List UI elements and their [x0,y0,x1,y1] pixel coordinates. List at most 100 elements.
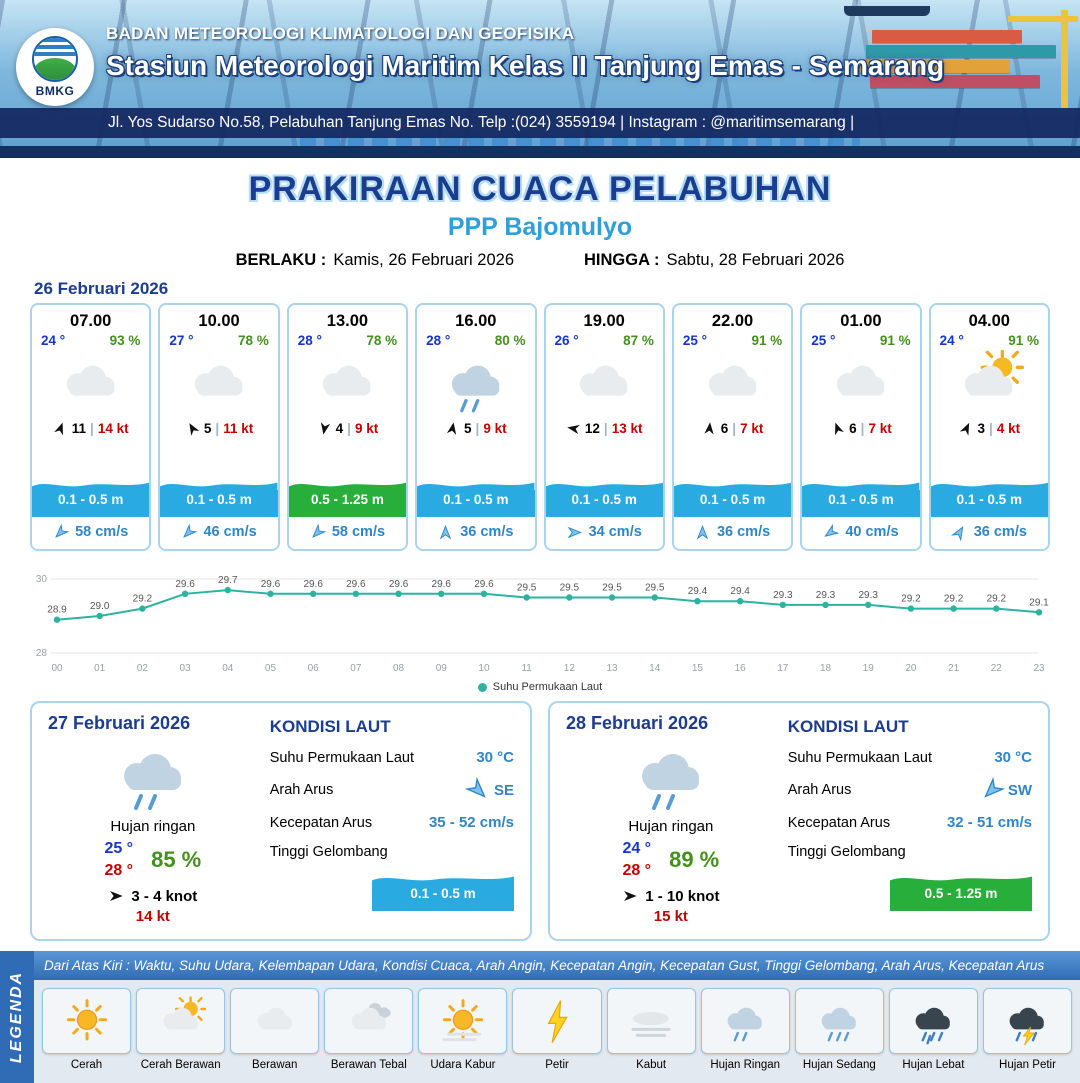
wave-height-badge: 0.1 - 0.5 m [372,873,514,911]
divider: | [989,421,993,436]
divider: | [90,421,94,436]
valid-until: HINGGA : Sabtu, 28 Februari 2026 [584,251,844,270]
wind-row: 6 | 7 kt [702,421,763,436]
temperature: 25 ° [811,333,836,348]
port-name: PPP Bajomulyo [447,213,633,241]
svg-text:29.2: 29.2 [987,594,1007,605]
wave-height: 0.1 - 0.5 m [699,492,766,507]
svg-text:29.1: 29.1 [1029,597,1049,608]
chart-legend: Suhu Permukaan Laut [20,681,1060,693]
title-section: PRAKIRAAN CUACA PELABUHAN PPP Bajomulyo … [0,158,1080,270]
wave-height-badge: 0.1 - 0.5 m [930,479,1048,517]
berlaku-value: Kamis, 26 Februari 2026 [333,251,514,269]
svg-text:23: 23 [1033,663,1045,674]
svg-text:29.2: 29.2 [944,594,964,605]
legend-weather-icon [715,995,775,1047]
current-speed: 58 cm/s [75,524,129,540]
legend-items-row: Cerah [34,979,1080,1083]
humidity: 78 % [366,333,398,348]
svg-text:29.5: 29.5 [645,583,665,594]
forecast-card: 19.00 26 ° 87 % [543,303,665,551]
container-illustration [866,45,1056,58]
svg-text:02: 02 [137,663,149,674]
current-direction-icon [438,524,453,540]
current-speed: 36 cm/s [716,524,771,540]
divider: | [215,421,220,436]
ship-illustration [844,6,930,16]
waiting-seats-illustration [300,135,860,146]
svg-text:29.4: 29.4 [688,586,708,597]
current-direction-icon [976,774,1007,805]
svg-text:19: 19 [863,663,875,674]
wave-icon [160,482,278,490]
wind-speed: 7 kt [868,421,892,436]
svg-text:29.2: 29.2 [133,594,153,605]
current-direction-icon [178,521,199,542]
forecast-card: 10.00 27 ° 78 % [158,303,280,551]
current-direction-icon [820,522,841,543]
legend-title: LEGENDA [8,970,26,1063]
day-date: 28 Februari 2026 [566,713,709,733]
svg-text:07: 07 [350,663,362,674]
legend-title-strip: LEGENDA [0,950,34,1083]
current-speed-value: 32 - 51 cm/s [946,814,1032,831]
condition-label: Hujan ringan [628,818,714,835]
weather-icon [48,349,134,419]
header-floor [0,146,1080,158]
wind-value: 4 [335,421,344,436]
current-row: 36 cm/s [931,517,1048,549]
humidity: 91 % [879,333,911,348]
current-speed: 58 cm/s [331,524,386,540]
legend-label: Hujan Ringan [710,1058,781,1071]
current-direction-icon [307,521,328,542]
wave-icon [288,482,407,490]
time-label: 10.00 [198,312,240,330]
weather-icon [690,349,776,419]
hingga-value: Sabtu, 28 Februari 2026 [666,251,845,269]
legend-item: Hujan Sedang [794,987,884,1071]
crane-illustration [1008,16,1078,22]
sst-value: 30 °C [476,749,514,766]
wave-height-badge: 0.1 - 0.5 m [673,479,792,517]
container-illustration [860,60,1010,73]
bmkg-globe-icon [32,36,78,82]
humidity: 87 % [623,333,654,348]
svg-text:10: 10 [478,663,490,674]
time-label: 13.00 [326,312,369,330]
svg-text:11: 11 [521,663,532,674]
forecast-cards-row: 07.00 24 ° 93 % [0,303,1080,551]
forecast-card: 04.00 24 ° 91 % [928,303,1050,551]
svg-text:18: 18 [820,663,832,674]
temp-min: 25 ° [104,840,134,857]
wave-icon [417,482,535,490]
legend-weather-icon [433,995,493,1047]
legend-weather-icon [809,995,869,1047]
svg-text:03: 03 [180,663,192,674]
current-row: 36 cm/s [674,517,791,549]
humidity: 85 % [151,847,202,873]
wave-icon [372,876,514,884]
svg-text:20: 20 [905,663,917,674]
svg-text:04: 04 [222,663,234,674]
wave-icon [673,482,792,490]
weather-icon [818,349,904,419]
svg-text:17: 17 [777,663,789,674]
svg-text:29.0: 29.0 [90,601,110,612]
legend-item: Cerah [42,987,132,1071]
time-label: 01.00 [840,312,882,330]
current-direction-icon [695,524,710,540]
current-dir-value: SE [493,781,514,799]
current-row: 58 cm/s [289,517,406,549]
current-direction-icon [949,522,969,542]
current-direction-icon [50,521,71,542]
bmkg-logo-text: BMKG [35,84,75,98]
wave-height: 0.1 - 0.5 m [410,886,476,901]
sst-label: Suhu Permukaan Laut [787,749,932,766]
svg-text:01: 01 [94,663,106,674]
svg-text:21: 21 [948,663,960,674]
container-illustration [870,75,1040,88]
current-speed: 46 cm/s [203,524,257,540]
current-speed-label: Kecepatan Arus [269,814,373,831]
legend-weather-icon [151,995,211,1047]
wind-direction-icon [565,420,582,437]
